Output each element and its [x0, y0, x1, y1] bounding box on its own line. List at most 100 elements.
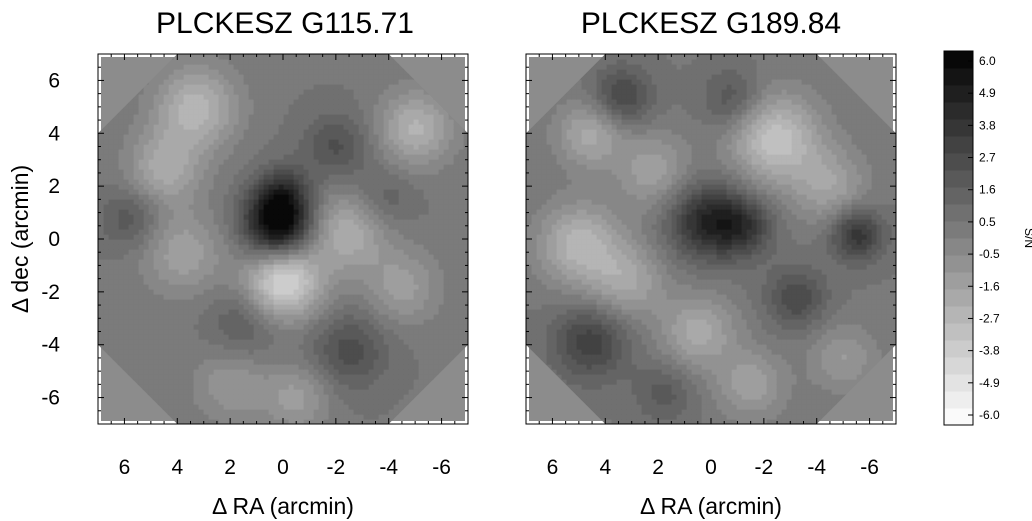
sn-cell: [123, 144, 129, 150]
sn-cell: [393, 119, 399, 125]
sn-cell: [198, 214, 204, 220]
sn-cell: [278, 414, 284, 420]
sn-cell: [298, 254, 304, 260]
sn-cell: [358, 279, 364, 285]
sn-cell: [368, 419, 374, 424]
sn-cell: [123, 219, 129, 225]
sn-cell: [458, 334, 464, 340]
sn-cell: [148, 144, 154, 150]
sn-cell: [328, 339, 334, 345]
sn-cell: [248, 184, 254, 190]
sn-cell: [373, 259, 379, 265]
sn-cell: [248, 229, 254, 235]
sn-cell: [403, 149, 409, 155]
sn-cell: [238, 374, 244, 380]
sn-cell: [303, 129, 309, 135]
sn-cell: [358, 409, 364, 415]
sn-cell: [268, 389, 274, 395]
sn-cell: [243, 379, 249, 385]
sn-cell: [178, 414, 184, 420]
sn-cell: [313, 279, 319, 285]
sn-cell: [453, 184, 459, 190]
sn-cell: [128, 369, 134, 375]
sn-cell: [423, 369, 429, 375]
sn-cell: [233, 284, 239, 290]
sn-cell: [448, 169, 454, 175]
sn-cell: [288, 284, 294, 290]
sn-cell: [158, 124, 164, 130]
sn-cell: [313, 324, 319, 330]
sn-cell: [268, 119, 274, 125]
sn-cell: [318, 249, 324, 255]
sn-cell: [438, 364, 444, 370]
sn-cell: [138, 114, 144, 120]
sn-cell: [393, 379, 399, 385]
sn-cell: [293, 374, 299, 380]
sn-cell: [443, 364, 449, 370]
sn-cell: [268, 149, 274, 155]
sn-cell: [448, 139, 454, 145]
sn-cell: [393, 384, 399, 390]
sn-cell: [243, 384, 249, 390]
sn-cell: [298, 394, 304, 400]
sn-cell: [388, 329, 394, 335]
sn-cell: [348, 179, 354, 185]
sn-cell: [293, 174, 299, 180]
sn-cell: [463, 314, 468, 320]
sn-cell: [383, 359, 389, 365]
sn-cell: [198, 279, 204, 285]
sn-cell: [253, 179, 259, 185]
sn-cell: [163, 204, 169, 210]
sn-cell: [433, 274, 439, 280]
sn-cell: [388, 259, 394, 265]
sn-cell: [108, 224, 114, 230]
sn-cell: [328, 184, 334, 190]
sn-cell: [393, 164, 399, 170]
sn-cell: [193, 149, 199, 155]
sn-cell: [463, 209, 468, 215]
sn-cell: [298, 339, 304, 345]
sn-cell: [433, 119, 439, 125]
sn-cell: [273, 249, 279, 255]
sn-cell: [258, 379, 264, 385]
sn-cell: [178, 384, 184, 390]
sn-cell: [458, 229, 464, 235]
sn-cell: [343, 404, 349, 410]
sn-cell: [188, 204, 194, 210]
sn-cell: [103, 224, 109, 230]
sn-cell: [248, 189, 254, 195]
sn-cell: [438, 214, 444, 220]
sn-cell: [143, 99, 149, 105]
sn-cell: [193, 329, 199, 335]
sn-cell: [393, 264, 399, 270]
sn-cell: [343, 134, 349, 140]
sn-cell: [383, 169, 389, 175]
sn-cell: [303, 279, 309, 285]
sn-cell: [373, 184, 379, 190]
sn-cell: [148, 214, 154, 220]
sn-cell: [113, 359, 119, 365]
sn-cell: [253, 254, 259, 260]
sn-cell: [238, 124, 244, 130]
sn-cell: [298, 294, 304, 300]
sn-cell: [413, 374, 419, 380]
sn-cell: [238, 369, 244, 375]
sn-cell: [188, 199, 194, 205]
sn-cell: [338, 189, 344, 195]
sn-cell: [438, 154, 444, 160]
sn-cell: [373, 394, 379, 400]
sn-cell: [383, 179, 389, 185]
sn-cell: [413, 164, 419, 170]
sn-cell: [393, 169, 399, 175]
sn-cell: [343, 374, 349, 380]
sn-cell: [448, 179, 454, 185]
sn-cell: [223, 329, 229, 335]
sn-cell: [348, 204, 354, 210]
sn-cell: [148, 199, 154, 205]
sn-cell: [408, 364, 414, 370]
sn-cell: [228, 344, 234, 350]
sn-cell: [258, 199, 264, 205]
sn-cell: [168, 284, 174, 290]
sn-cell: [328, 174, 334, 180]
sn-cell: [238, 99, 244, 105]
